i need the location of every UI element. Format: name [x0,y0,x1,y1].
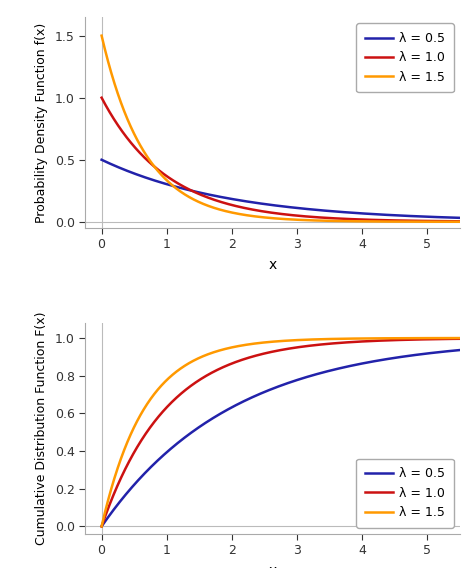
λ = 1.0 [136,442,141,449]
λ = 1.5 [136,416,141,423]
X-axis label: x: x [268,564,277,568]
λ = 1.5 [384,335,390,342]
λ = 1.0 [99,523,104,530]
Line: λ = 0.5: λ = 0.5 [101,350,460,527]
λ = 0.5 [457,215,463,222]
λ = 1.5 [244,341,249,348]
λ = 0.5 [244,396,249,403]
Line: λ = 1.0: λ = 1.0 [101,98,460,222]
λ = 1.0 [384,217,390,224]
λ = 1.0 [457,218,463,225]
Y-axis label: Cumulative Distribution Function F(x): Cumulative Distribution Function F(x) [35,312,48,545]
λ = 1.5 [136,138,141,145]
λ = 0.5 [384,356,390,362]
λ = 0.5 [136,477,141,484]
Line: λ = 1.0: λ = 1.0 [101,339,460,527]
λ = 0.5 [378,357,384,364]
λ = 1.0 [136,148,141,154]
λ = 1.0 [99,94,104,101]
λ = 0.5 [99,523,104,530]
λ = 1.0 [345,339,350,346]
λ = 1.0 [378,217,384,224]
Y-axis label: Probability Density Function f(x): Probability Density Function f(x) [35,22,48,223]
λ = 1.0 [345,216,350,223]
λ = 0.5 [384,211,390,218]
λ = 0.5 [99,156,104,163]
λ = 0.5 [345,363,350,370]
λ = 1.0 [384,337,390,344]
Line: λ = 1.5: λ = 1.5 [101,36,460,222]
λ = 1.5 [345,218,350,224]
λ = 0.5 [345,209,350,216]
λ = 1.5 [457,335,463,341]
λ = 1.5 [378,335,384,342]
λ = 1.0 [256,352,262,358]
λ = 1.5 [99,32,104,39]
λ = 0.5 [378,211,384,218]
λ = 1.0 [378,337,384,344]
λ = 0.5 [256,200,262,207]
λ = 0.5 [136,172,141,178]
λ = 1.5 [457,218,463,225]
λ = 1.5 [378,218,384,225]
Line: λ = 0.5: λ = 0.5 [101,160,460,218]
λ = 1.0 [244,355,249,362]
λ = 1.5 [99,523,104,530]
X-axis label: x: x [268,258,277,273]
λ = 1.0 [457,335,463,342]
λ = 1.0 [244,205,249,212]
λ = 1.5 [256,340,262,346]
λ = 1.5 [345,335,350,342]
λ = 0.5 [256,391,262,398]
λ = 0.5 [457,346,463,353]
λ = 1.5 [244,212,249,219]
λ = 1.5 [384,218,390,225]
Line: λ = 1.5: λ = 1.5 [101,338,460,527]
λ = 1.5 [256,214,262,220]
Legend: λ = 0.5, λ = 1.0, λ = 1.5: λ = 0.5, λ = 1.0, λ = 1.5 [356,23,454,92]
λ = 1.0 [256,207,262,214]
λ = 0.5 [244,198,249,205]
Legend: λ = 0.5, λ = 1.0, λ = 1.5: λ = 0.5, λ = 1.0, λ = 1.5 [356,459,454,528]
